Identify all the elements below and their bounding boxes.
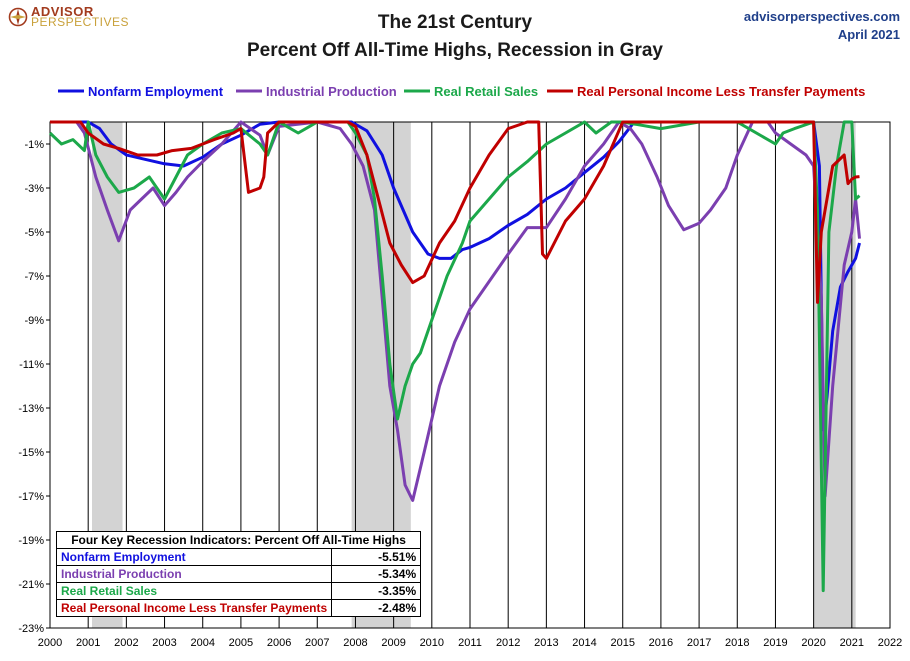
compass-logo-icon: [8, 7, 28, 27]
x-tick-label: 2004: [190, 637, 214, 649]
row-value-retail: -3.35%: [331, 582, 422, 600]
brand-logo: ADVISOR PERSPECTIVES: [8, 4, 130, 29]
y-tick-label: -3%: [24, 183, 44, 195]
y-tick-label: -23%: [18, 623, 44, 635]
series-line: [50, 120, 861, 502]
source-date: April 2021: [837, 27, 900, 42]
x-tick-label: 2002: [114, 637, 138, 649]
x-tick-label: 2005: [229, 637, 253, 649]
source-site: advisorperspectives.com: [743, 9, 900, 24]
legend-entry: Real Retail Sales: [434, 84, 538, 99]
plot-frame: [49, 121, 891, 629]
row-label-retail: Real Retail Sales: [55, 582, 333, 600]
y-tick-label: -13%: [18, 403, 44, 415]
chart-title-line2: Percent Off All-Time Highs, Recession in…: [246, 40, 663, 61]
x-tick-label: 2020: [801, 637, 825, 649]
x-tick-label: 2001: [76, 637, 100, 649]
y-tick-label: -9%: [24, 315, 44, 327]
y-tick-label: -7%: [24, 271, 44, 283]
summary-table-header: Four Key Recession Indicators: Percent O…: [55, 531, 422, 549]
brand-name-top: ADVISOR: [31, 4, 94, 19]
series-line: [50, 120, 860, 304]
y-tick-label: -21%: [18, 579, 44, 591]
x-tick-label: 2017: [687, 637, 711, 649]
x-tick-label: 2014: [572, 637, 596, 649]
x-tick-label: 2006: [267, 637, 291, 649]
table-row: Real Personal Income Less Transfer Payme…: [55, 599, 422, 617]
x-tick-label: 2015: [610, 637, 634, 649]
legend-entry: Industrial Production: [266, 84, 397, 99]
y-tick-label: -19%: [18, 535, 44, 547]
x-tick-label: 2009: [381, 637, 405, 649]
source-info: advisorperspectives.com April 2021: [744, 8, 900, 44]
row-label-industrial: Industrial Production: [55, 565, 333, 583]
x-tick-label: 2013: [534, 637, 558, 649]
y-tick-label: -15%: [18, 447, 44, 459]
x-tick-label: 2018: [725, 637, 749, 649]
chart-title-line1: The 21st Century: [377, 12, 533, 33]
x-tick-label: 2019: [763, 637, 787, 649]
brand-name-bottom: PERSPECTIVES: [31, 15, 130, 29]
summary-table: Four Key Recession Indicators: Percent O…: [55, 531, 422, 617]
x-tick-label: 2008: [343, 637, 367, 649]
x-tick-label: 2000: [38, 637, 62, 649]
x-tick-label: 2010: [420, 637, 444, 649]
x-tick-label: 2012: [496, 637, 520, 649]
table-row: Nonfarm Employment -5.51%: [55, 548, 422, 566]
row-value-income: -2.48%: [331, 599, 422, 617]
y-tick-label: -17%: [18, 491, 44, 503]
row-value-employment: -5.51%: [331, 548, 422, 566]
y-tick-label: -11%: [19, 359, 44, 371]
y-tick-label: -5%: [24, 227, 44, 239]
table-row: Industrial Production -5.34%: [55, 565, 422, 583]
x-tick-label: 2016: [649, 637, 673, 649]
table-row: Real Retail Sales -3.35%: [55, 582, 422, 600]
series-line: [50, 120, 861, 432]
legend-entry: Real Personal Income Less Transfer Payme…: [577, 84, 865, 99]
row-value-industrial: -5.34%: [331, 565, 422, 583]
x-tick-label: 2007: [305, 637, 329, 649]
row-label-employment: Nonfarm Employment: [55, 548, 333, 566]
legend-entry: Nonfarm Employment: [88, 84, 224, 99]
x-tick-label: 2011: [458, 637, 482, 649]
row-label-income: Real Personal Income Less Transfer Payme…: [55, 599, 333, 617]
x-tick-label: 2022: [878, 637, 902, 649]
y-tick-label: -1%: [24, 139, 44, 151]
series-line: [48, 120, 861, 593]
x-tick-label: 2021: [840, 637, 864, 649]
x-tick-label: 2003: [152, 637, 176, 649]
